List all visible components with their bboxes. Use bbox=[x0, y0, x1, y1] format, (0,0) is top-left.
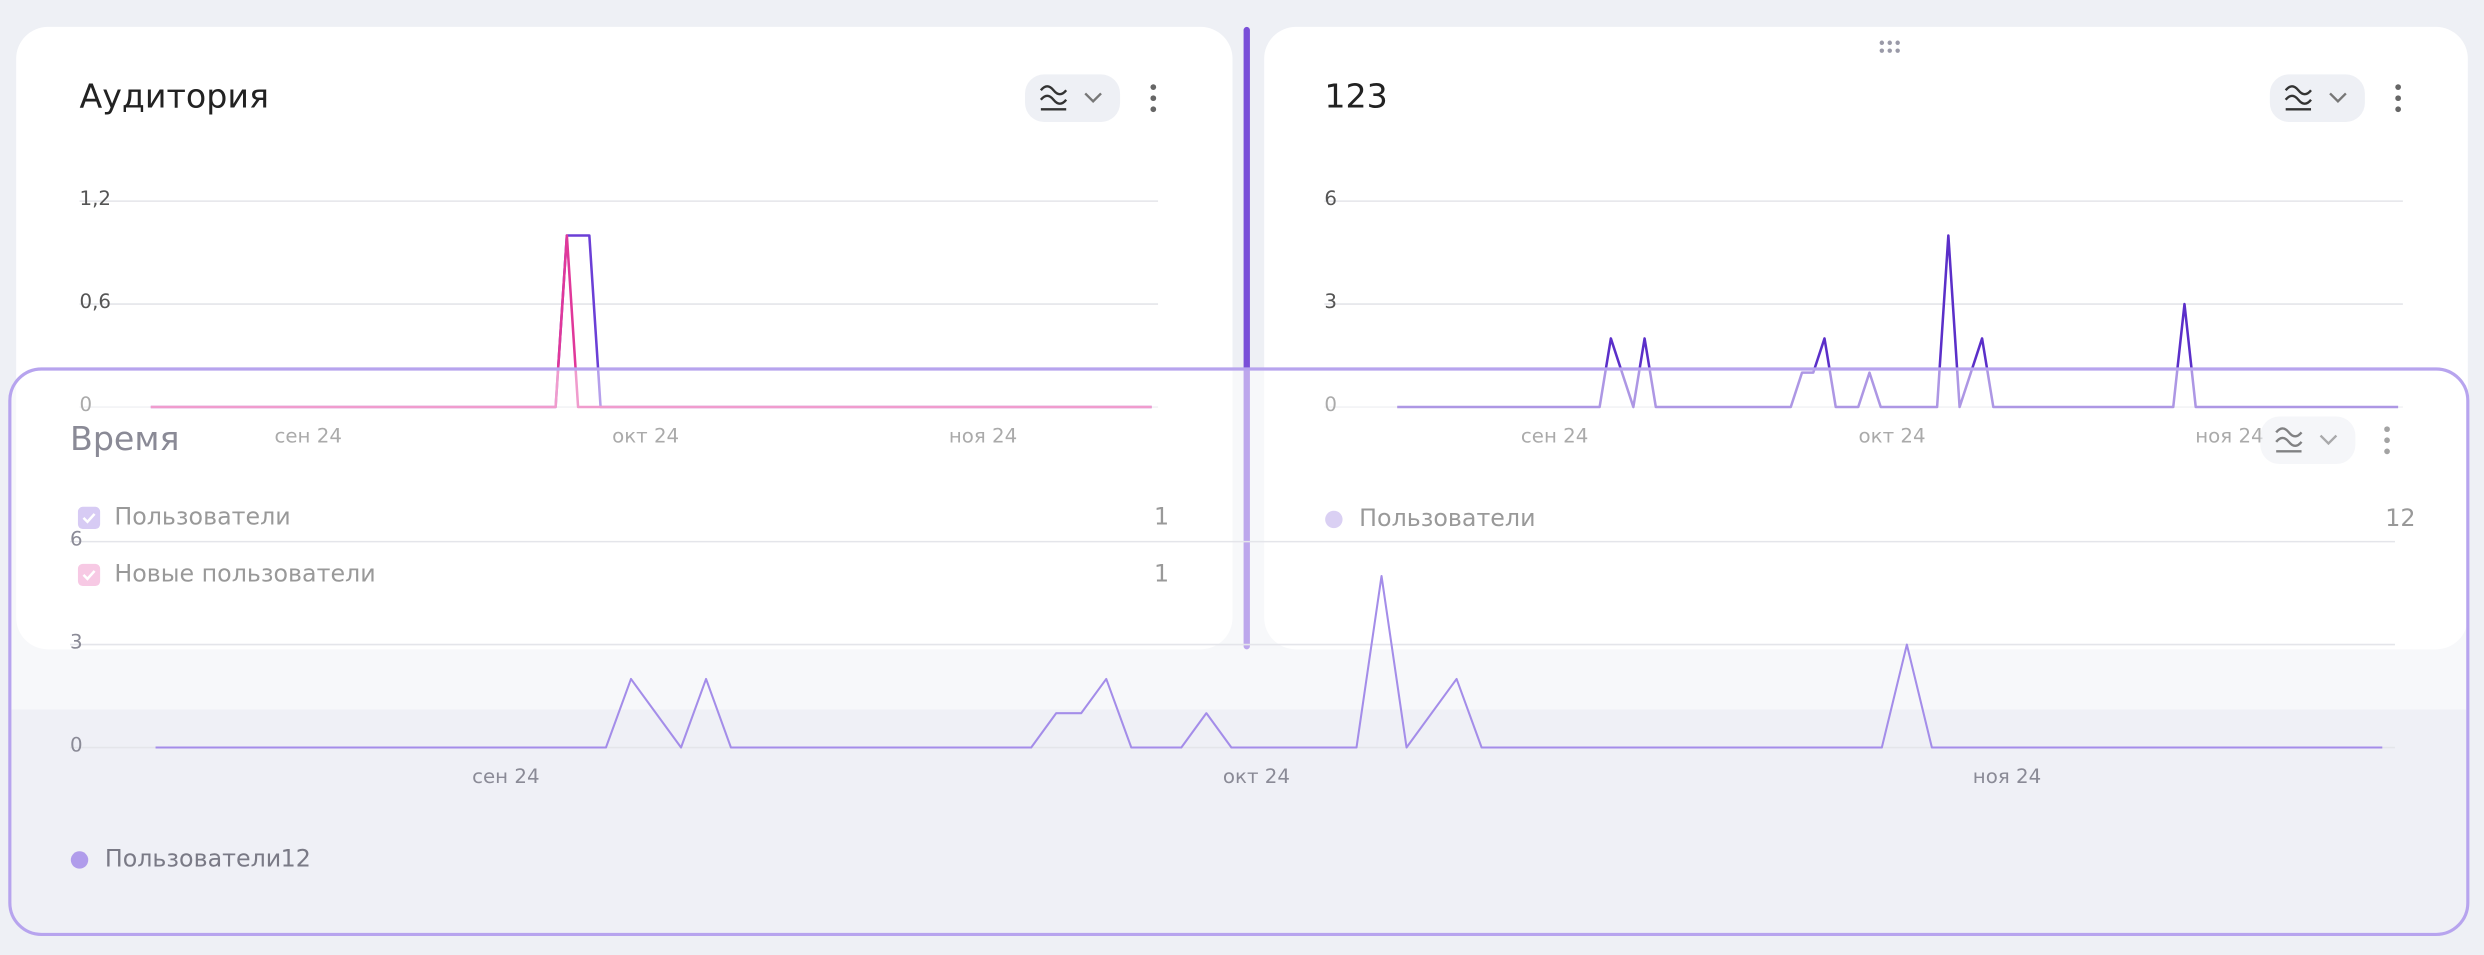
x-tick-label: сен 24 bbox=[472, 765, 539, 788]
chart-type-icon bbox=[2284, 85, 2312, 111]
dragged-card-body bbox=[11, 709, 2467, 933]
menu-dot[interactable] bbox=[2384, 437, 2390, 444]
chart-type-button[interactable] bbox=[2269, 74, 2365, 122]
menu-dot[interactable] bbox=[1150, 95, 1157, 102]
chart-type-icon bbox=[1039, 85, 1068, 111]
chart-type-button[interactable] bbox=[1025, 74, 1121, 122]
chevron-icon bbox=[2319, 434, 2338, 446]
chevron-icon bbox=[1084, 92, 1102, 104]
y-tick-label: 6 bbox=[70, 528, 83, 551]
x-tick-label: ноя 24 bbox=[1973, 765, 2041, 788]
legend-label[interactable]: Пользователи bbox=[105, 844, 281, 872]
menu-dot[interactable] bbox=[2395, 106, 2401, 113]
y-tick-label: 0 bbox=[70, 733, 83, 756]
legend-total: 12 bbox=[281, 844, 311, 872]
y-tick-label: 0,6 bbox=[80, 290, 111, 313]
y-tick-label: 6 bbox=[1324, 187, 1337, 210]
menu-dot[interactable] bbox=[2384, 448, 2390, 455]
chart-type-icon bbox=[2275, 427, 2303, 453]
menu-dot[interactable] bbox=[2384, 426, 2390, 433]
widget-title: Аудитория bbox=[80, 77, 269, 116]
menu-dot[interactable] bbox=[2395, 95, 2401, 102]
menu-dot[interactable] bbox=[1150, 106, 1157, 113]
legend-dot bbox=[70, 851, 89, 869]
widget-title: 123 bbox=[1324, 77, 1387, 116]
chart-type-button[interactable] bbox=[2260, 416, 2356, 465]
menu-dot[interactable] bbox=[2395, 84, 2401, 90]
series-line bbox=[155, 574, 2383, 749]
menu-dot[interactable] bbox=[1150, 84, 1157, 90]
x-tick-label: окт 24 bbox=[1223, 765, 1290, 788]
y-tick-label: 3 bbox=[1324, 290, 1337, 313]
y-tick-label: 1,2 bbox=[80, 187, 111, 210]
y-tick-label: 3 bbox=[70, 631, 83, 654]
widget: Время 0 3 6 сен 24 окт 24 ноя 24 Пользователи 12 bbox=[70, 416, 2395, 872]
widget-title: Время bbox=[70, 419, 179, 458]
drag-handle[interactable] bbox=[1879, 40, 1900, 53]
chevron-icon bbox=[2329, 92, 2347, 104]
dragged-card-border bbox=[8, 367, 2470, 936]
